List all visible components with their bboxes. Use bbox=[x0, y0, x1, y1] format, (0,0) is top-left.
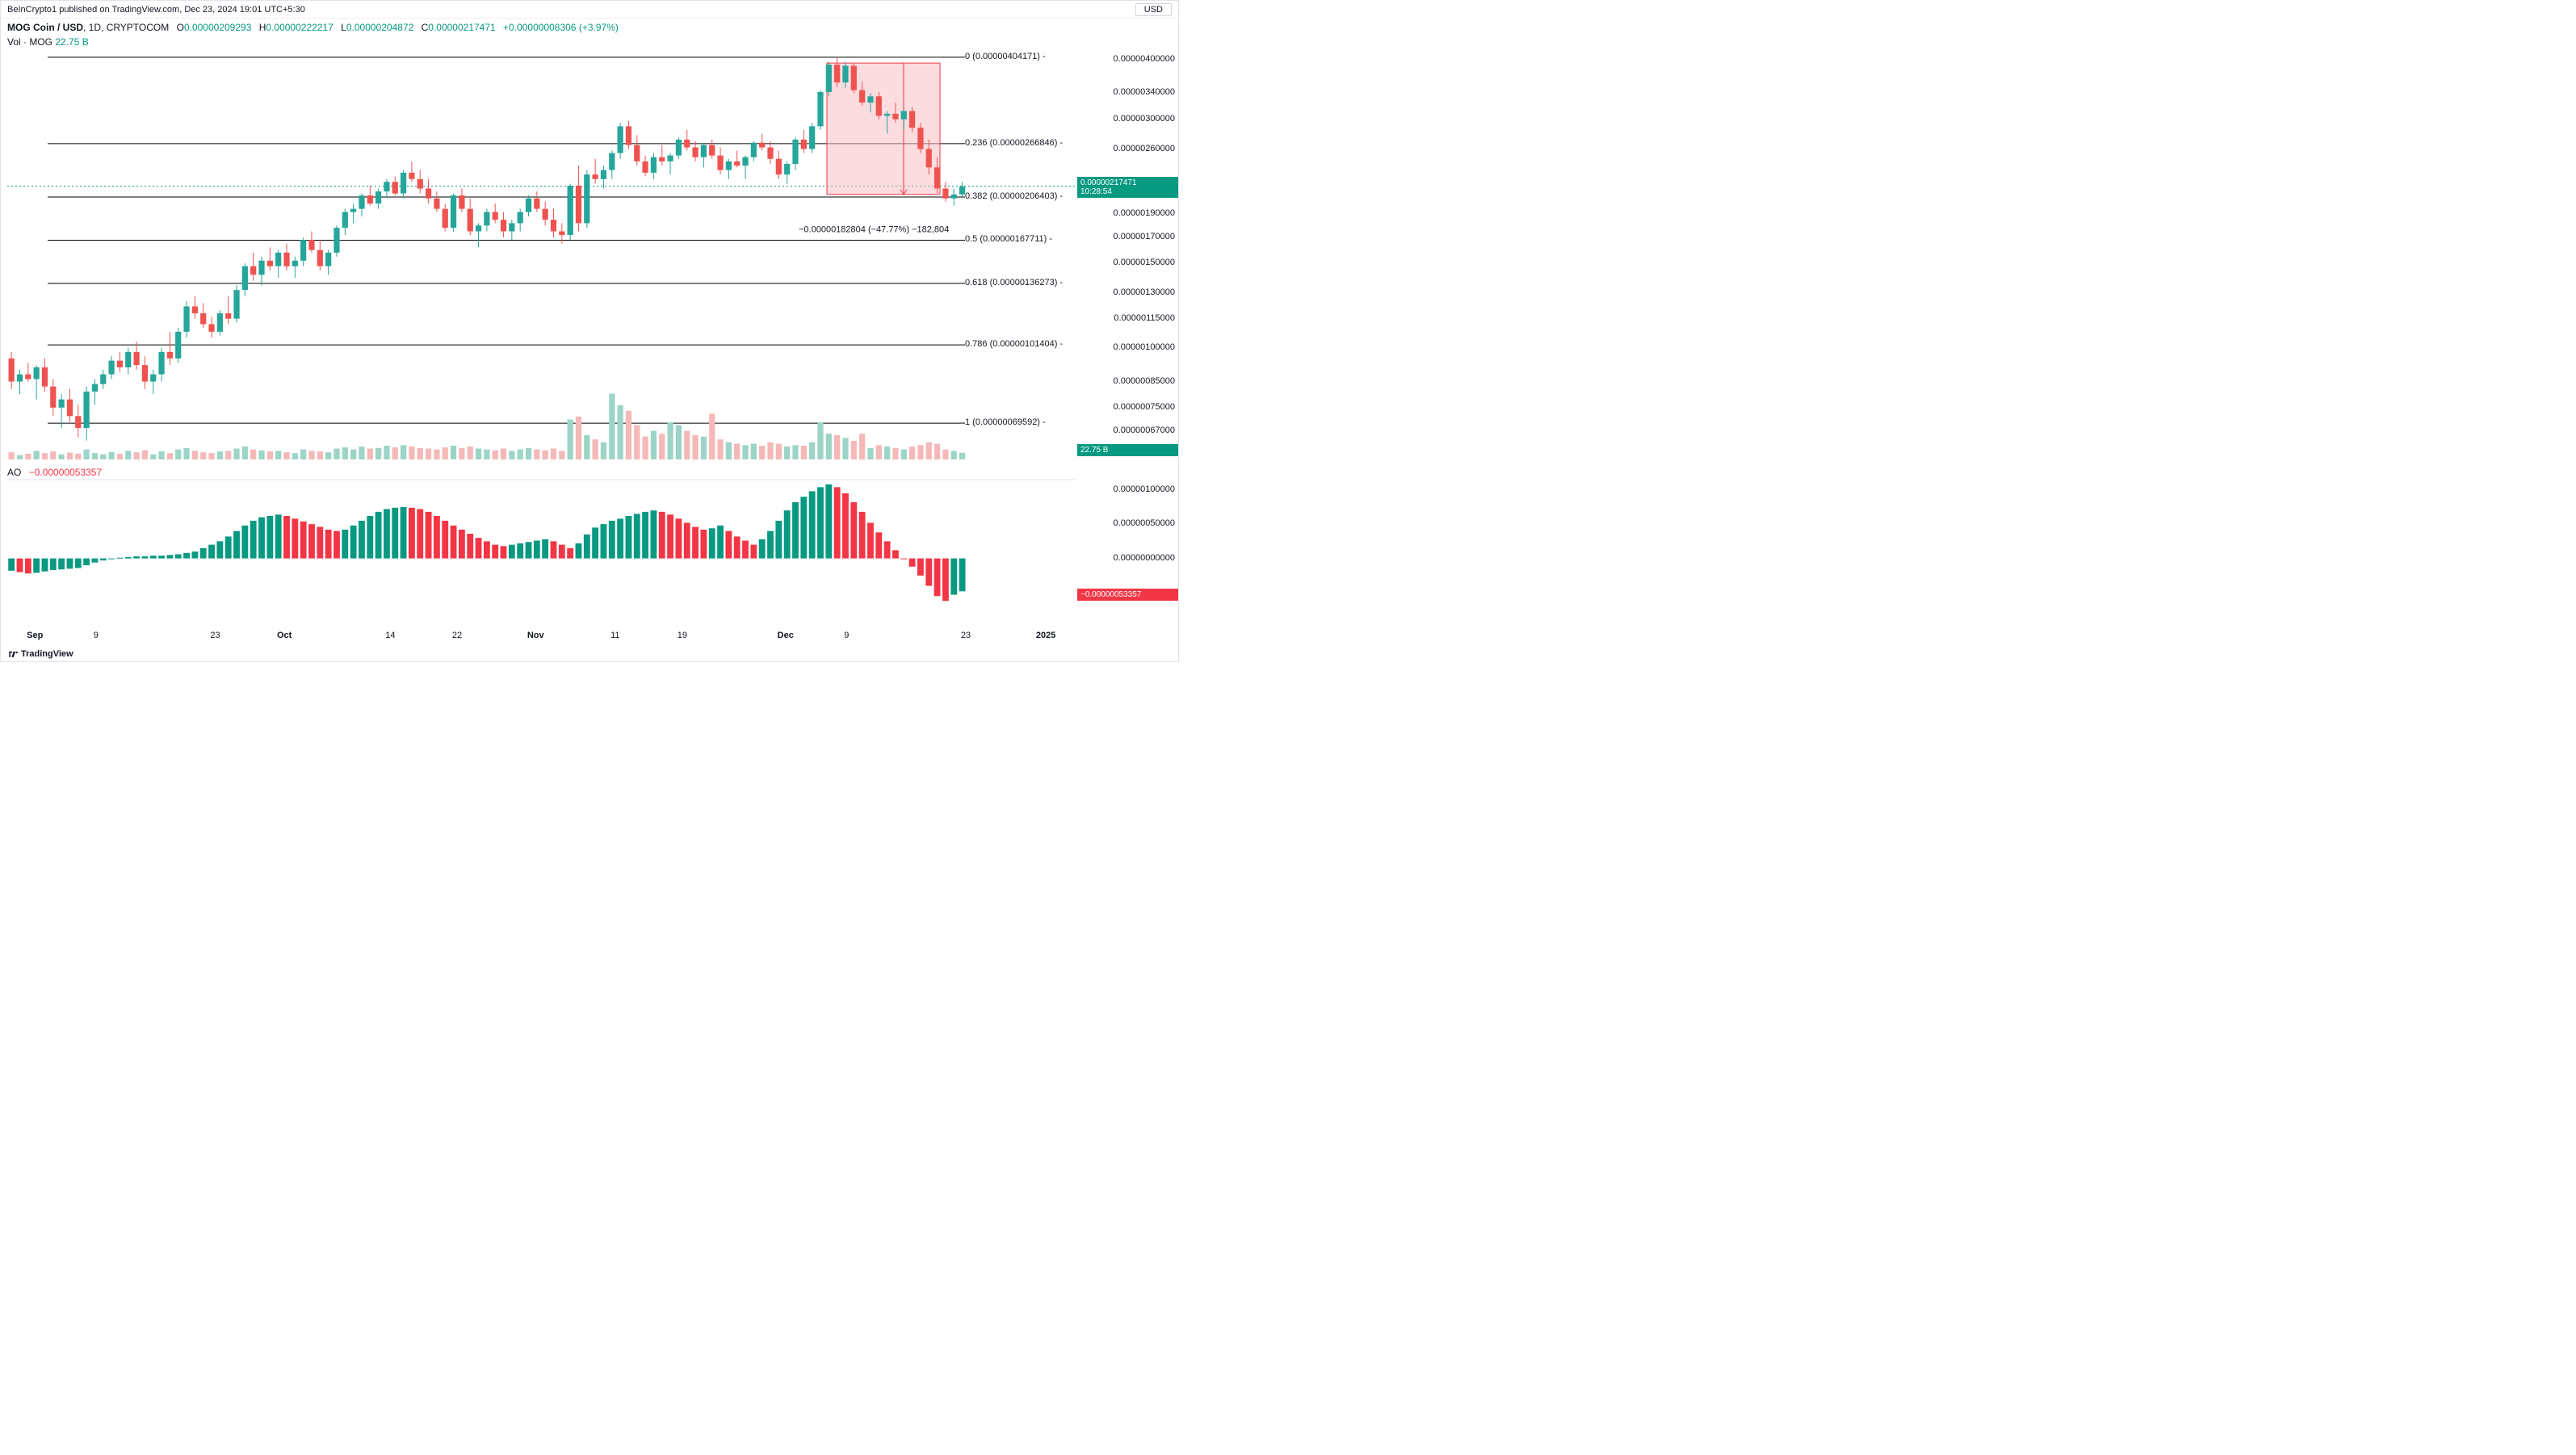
price-close-marker: 0.0000021747110:28:54 bbox=[1077, 177, 1178, 198]
time-tick: 2025 bbox=[1036, 631, 1055, 640]
time-tick: Dec bbox=[778, 631, 794, 640]
chg-pct: (+3.97%) bbox=[579, 22, 619, 33]
time-tick: 9 bbox=[844, 631, 849, 640]
chart-frame: BeInCrypto1 published on TradingView.com… bbox=[0, 0, 1179, 662]
price-tick: 0.00000130000 bbox=[1114, 287, 1175, 297]
time-tick: 23 bbox=[961, 631, 971, 640]
price-axis[interactable]: 0.00000400000 0.00000340000 0.00000300000 0… bbox=[1077, 49, 1178, 461]
price-tick: 0.00000100000 bbox=[1114, 342, 1175, 352]
fib-level-label: 0.236 (0.00000266846) - bbox=[965, 138, 1063, 148]
price-tick: 0.00000260000 bbox=[1114, 144, 1175, 153]
h-value: 0.00000222217 bbox=[266, 22, 333, 33]
time-tick: 22 bbox=[452, 631, 462, 640]
o-label: O bbox=[177, 22, 184, 33]
publisher-text: BeInCrypto1 published on TradingView.com… bbox=[7, 5, 305, 15]
svg-text:−0.00000182804 (−47.77%) −182: −0.00000182804 (−47.77%) −182,804 bbox=[799, 225, 949, 235]
time-tick: 19 bbox=[678, 631, 687, 640]
ao-pane[interactable]: AO −0.00000053357 bbox=[7, 465, 1073, 610]
time-tick: Oct bbox=[277, 631, 292, 640]
tradingview-watermark[interactable]: TradingView bbox=[7, 648, 73, 660]
price-tick: 0.00000115000 bbox=[1114, 313, 1175, 323]
c-label: C bbox=[422, 22, 429, 33]
fib-level-label: 1 (0.00000069592) - bbox=[965, 417, 1046, 427]
time-axis[interactable]: Sep 9 23 Oct 14 22 Nov 11 19 Dec 9 23 2025 bbox=[7, 631, 1073, 647]
price-tick: 0.00000150000 bbox=[1114, 258, 1175, 267]
c-value: 0.00000217471 bbox=[428, 22, 495, 33]
ao-value: −0.00000053357 bbox=[29, 467, 102, 478]
fib-level-label: 0.382 (0.00000206403) - bbox=[965, 191, 1063, 201]
time-tick: 23 bbox=[210, 631, 220, 640]
volume-value: 22.75 B bbox=[55, 36, 88, 48]
time-tick: Nov bbox=[527, 631, 544, 640]
symbol-row: MOG Coin / USD, 1D, CRYPTOCOM O0.0000020… bbox=[1, 19, 1178, 36]
symbol-pair[interactable]: MOG Coin / USD bbox=[7, 22, 83, 33]
l-label: L bbox=[341, 22, 346, 33]
price-tick: 0.00000067000 bbox=[1114, 426, 1175, 435]
price-tick: 0.00000170000 bbox=[1114, 232, 1175, 241]
o-value: 0.00000209293 bbox=[184, 22, 251, 33]
ao-header: AO −0.00000053357 bbox=[7, 467, 102, 478]
ao-svg bbox=[7, 465, 1075, 610]
fib-level-label: 0.786 (0.00000101404) - bbox=[965, 339, 1063, 349]
symbol-timeframe[interactable]: 1D bbox=[89, 22, 101, 33]
time-tick: 9 bbox=[94, 631, 99, 640]
price-chart-area[interactable]: −0.00000182804 (−47.77%) −182,804 0 (0.0… bbox=[7, 49, 1073, 461]
fib-level-label: 0.5 (0.00000167711) - bbox=[965, 234, 1052, 244]
ao-axis[interactable]: 0.00000100000 0.00000050000 0.00000000000 −… bbox=[1077, 465, 1178, 610]
price-chart-svg: −0.00000182804 (−47.77%) −182,804 bbox=[7, 49, 1075, 461]
fib-level-label: 0 (0.00000404171) - bbox=[965, 52, 1046, 61]
price-tick: 0.00000075000 bbox=[1114, 402, 1175, 412]
ao-tick: 0.00000000000 bbox=[1114, 553, 1175, 563]
symbol-source[interactable]: CRYPTOCOM bbox=[107, 22, 170, 33]
fib-level-label: 0.618 (0.00000136273) - bbox=[965, 278, 1063, 287]
price-tick: 0.00000300000 bbox=[1114, 114, 1175, 124]
header-bar: BeInCrypto1 published on TradingView.com… bbox=[1, 1, 1178, 19]
ao-value-marker: −0.00000053357 bbox=[1077, 589, 1178, 601]
time-tick: Sep bbox=[27, 631, 43, 640]
price-tick: 0.00000085000 bbox=[1114, 376, 1175, 386]
l-value: 0.00000204872 bbox=[346, 22, 413, 33]
chg-value: +0.00000008306 bbox=[503, 22, 576, 33]
ao-label: AO bbox=[7, 467, 21, 478]
time-tick: 11 bbox=[610, 631, 619, 640]
volume-row: Vol · MOG 22.75 B bbox=[1, 36, 1178, 48]
currency-button[interactable]: USD bbox=[1135, 3, 1172, 16]
time-tick: 14 bbox=[385, 631, 395, 640]
tradingview-logo-icon bbox=[7, 648, 19, 660]
price-tick: 0.00000400000 bbox=[1114, 54, 1175, 64]
volume-label: Vol · MOG bbox=[7, 36, 52, 48]
ao-tick: 0.00000050000 bbox=[1114, 518, 1175, 528]
ao-tick: 0.00000100000 bbox=[1114, 484, 1175, 494]
watermark-text: TradingView bbox=[21, 649, 73, 659]
volume-marker: 22.75 B bbox=[1077, 444, 1178, 456]
price-tick: 0.00000190000 bbox=[1114, 208, 1175, 218]
price-tick: 0.00000340000 bbox=[1114, 87, 1175, 97]
